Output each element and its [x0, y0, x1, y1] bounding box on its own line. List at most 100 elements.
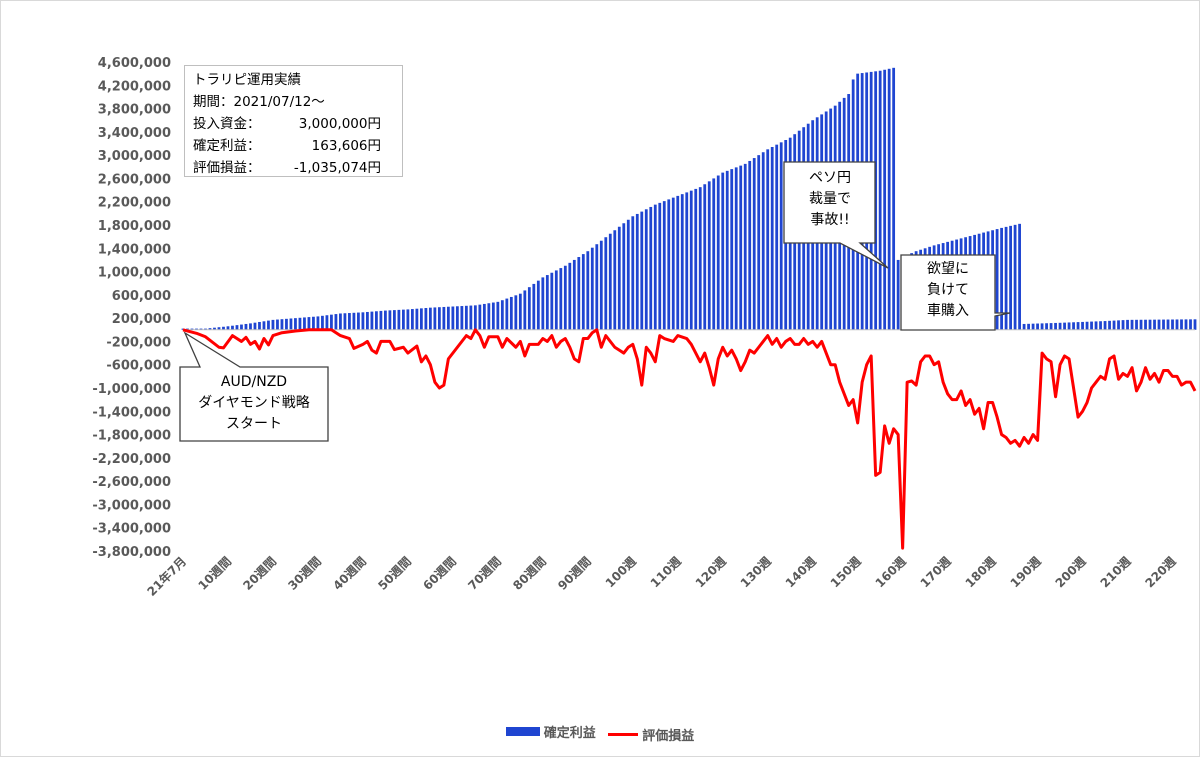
bar [577, 257, 581, 330]
x-tick-label: 10週間 [195, 554, 234, 593]
y-tick-label: -3,800,000 [92, 545, 171, 560]
bar [1085, 321, 1089, 330]
bar [896, 259, 900, 330]
bar [1189, 319, 1192, 330]
bar [505, 298, 509, 330]
bar [1027, 323, 1030, 330]
bar [676, 195, 680, 330]
bar [541, 277, 545, 330]
bar [280, 319, 284, 330]
bar [739, 165, 743, 330]
bar [415, 308, 419, 330]
bar [442, 306, 446, 330]
bar [1040, 323, 1044, 330]
bar [712, 178, 716, 330]
bar [586, 251, 590, 330]
x-tick-label: 21年7月 [144, 554, 189, 599]
bar [1063, 322, 1066, 330]
bar [343, 313, 347, 330]
bar [1162, 319, 1165, 330]
bar [437, 307, 441, 330]
y-tick-label: 1,400,000 [98, 242, 171, 257]
y-tick-label: 1,800,000 [98, 219, 171, 234]
line-series-unrealized-pl [182, 328, 1197, 550]
bar [1166, 319, 1170, 330]
bar [635, 213, 639, 330]
bar [348, 313, 351, 330]
callout-car-text: 欲望に 負けて 車購入 [927, 261, 969, 319]
legend: 確定利益 評価損益 [0, 722, 1200, 744]
bar [464, 305, 468, 330]
bar [743, 163, 747, 330]
bar [523, 290, 527, 330]
summary-row-unrealized-pl: 評価損益： -1,035,074円 [193, 157, 394, 179]
bar [1099, 321, 1102, 330]
bar [410, 309, 414, 330]
bar [640, 211, 644, 330]
bar [995, 229, 999, 330]
bar [734, 167, 738, 330]
bar [721, 172, 725, 330]
bar [334, 314, 338, 330]
bar [1108, 320, 1111, 330]
bar [554, 270, 558, 330]
x-tick-label: 20週間 [240, 554, 279, 593]
bar [199, 328, 203, 330]
bar [289, 318, 293, 330]
bar [213, 327, 216, 330]
legend-label: 評価損益 [642, 729, 695, 744]
bar [325, 315, 329, 330]
x-tick-label: 210週 [1097, 554, 1134, 591]
bar [375, 311, 378, 330]
x-tick-label: 110週 [647, 554, 684, 591]
bar [222, 326, 225, 330]
summary-period: 期間：2021/07/12～ [193, 94, 325, 110]
y-tick-label: -3,400,000 [92, 522, 171, 537]
bar [536, 280, 540, 330]
bar [195, 328, 198, 330]
bar [388, 310, 392, 330]
bar [757, 155, 761, 330]
x-tick-label: 150週 [827, 554, 864, 591]
bar [312, 316, 315, 330]
bar [1067, 322, 1071, 330]
bar [568, 262, 572, 330]
x-tick-label: 30週間 [285, 554, 324, 593]
x-tick-label: 90週間 [555, 554, 594, 593]
bar [303, 317, 306, 330]
bar [1180, 319, 1183, 330]
bar [1058, 322, 1062, 330]
x-tick-label: 190週 [1007, 554, 1044, 591]
bar [604, 237, 608, 330]
bar [1175, 319, 1179, 330]
summary-title: トラリピ運用実績 [193, 72, 301, 88]
bar [276, 319, 279, 330]
bar [446, 306, 450, 330]
bar-series-confirmed-profit [181, 67, 1197, 330]
bar [1121, 320, 1125, 330]
bar [402, 309, 405, 330]
bar [874, 71, 878, 330]
bar [694, 188, 698, 330]
bar [545, 275, 549, 330]
bar [631, 216, 635, 330]
bar [249, 323, 252, 330]
bar [725, 170, 729, 330]
bar [689, 190, 693, 330]
bar [1081, 321, 1084, 330]
bar [370, 311, 374, 330]
bar [613, 230, 617, 330]
bar [330, 314, 333, 330]
bar [500, 300, 504, 330]
bar [1000, 227, 1003, 330]
bar [258, 321, 261, 330]
bar [1139, 319, 1143, 330]
bar [339, 313, 342, 330]
x-axis: 21年7月 10週間 20週間 30週間 40週間 50週間 60週間 70週間 80週間 90週… [144, 554, 1179, 599]
bar [1112, 320, 1116, 330]
bar [572, 259, 576, 330]
bar [532, 283, 536, 330]
y-tick-label: 200,000 [112, 312, 171, 327]
bar [662, 201, 666, 330]
bar [451, 306, 455, 330]
